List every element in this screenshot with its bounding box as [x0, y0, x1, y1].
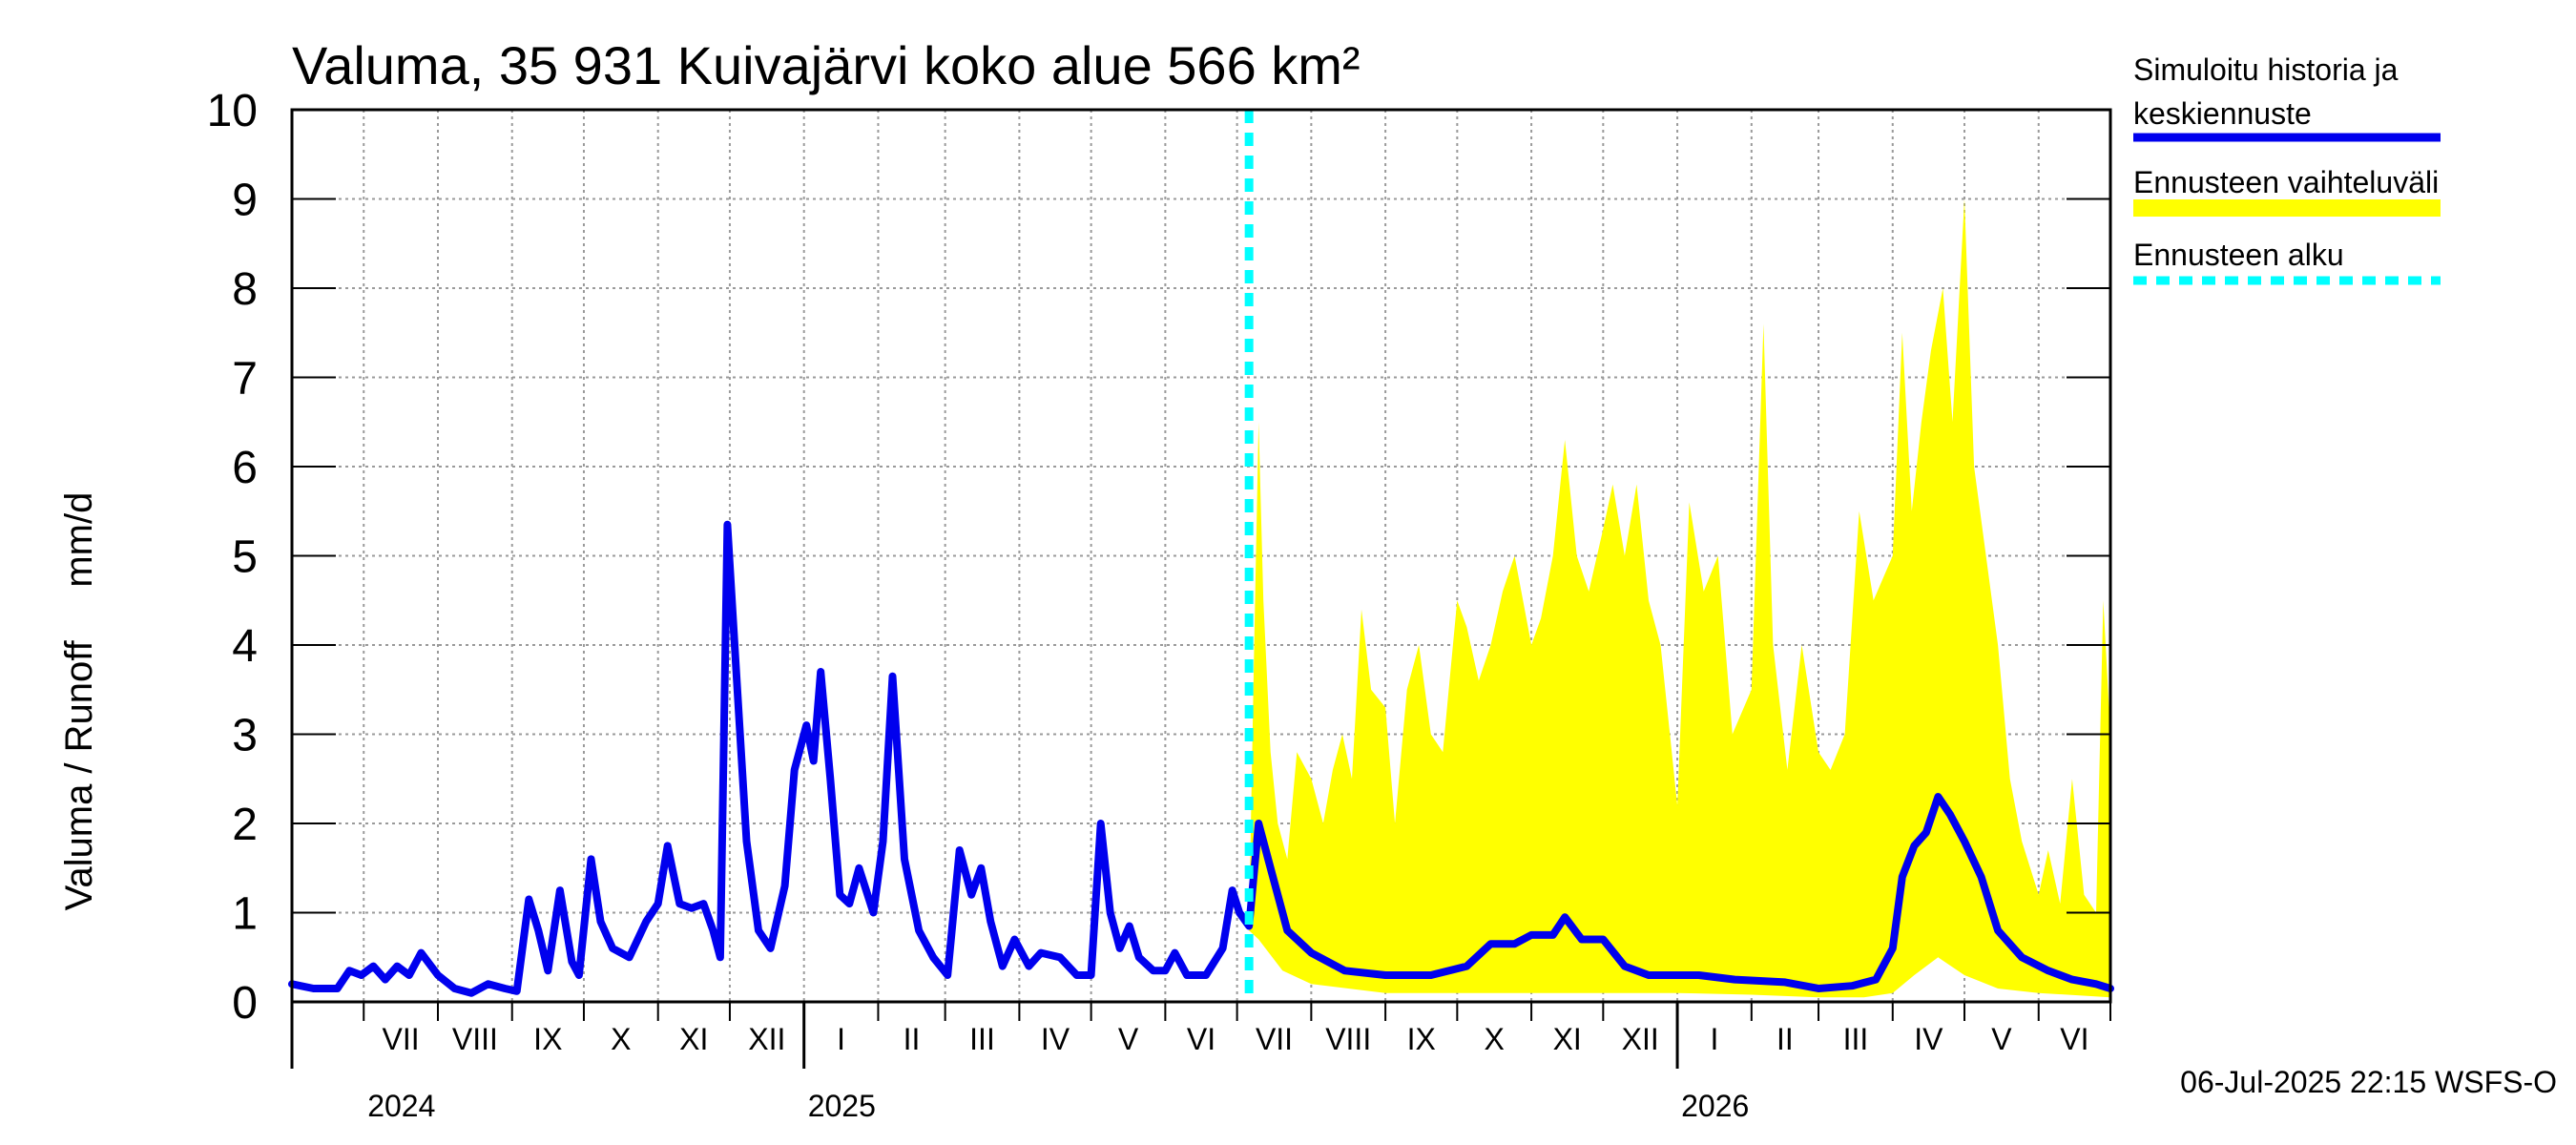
month-label: VI — [1187, 1022, 1215, 1056]
y-tick-label: 2 — [232, 800, 258, 850]
month-label: IX — [533, 1022, 562, 1056]
chart-title: Valuma, 35 931 Kuivajärvi koko alue 566 … — [292, 35, 1361, 95]
legend-label-line: Simuloitu historia ja — [2133, 52, 2399, 87]
legend: Simuloitu historia ja keskiennuste Ennuste… — [2133, 52, 2441, 285]
legend-label: Ennusteen alku — [2133, 238, 2344, 272]
y-tick-label: 10 — [207, 86, 258, 136]
legend-label: Ennusteen vaihteluväli — [2133, 165, 2439, 199]
month-label: XII — [1622, 1022, 1659, 1056]
month-label: II — [904, 1022, 921, 1056]
month-label: VIII — [452, 1022, 498, 1056]
plot-frame — [290, 108, 2112, 1004]
month-label: XI — [1553, 1022, 1582, 1056]
y-axis-label: Valuma / Runoff mm/d — [58, 492, 100, 911]
runoff-line — [288, 520, 2114, 997]
month-label: VI — [2060, 1022, 2088, 1056]
y-tick-label: 7 — [232, 354, 258, 405]
month-label: X — [1485, 1022, 1505, 1056]
month-label: V — [1991, 1022, 2012, 1056]
y-tick-label: 3 — [232, 711, 258, 761]
year-label: 2025 — [808, 1089, 876, 1123]
month-label: VII — [383, 1022, 420, 1056]
month-label: VIII — [1325, 1022, 1371, 1056]
month-label: VII — [1256, 1022, 1293, 1056]
month-label: IX — [1407, 1022, 1436, 1056]
legend-label: Simuloitu historia ja keskiennuste — [2133, 52, 2399, 131]
y-tick-label: 6 — [232, 443, 258, 493]
month-label: XI — [679, 1022, 708, 1056]
month-label: V — [1118, 1022, 1139, 1056]
month-label: I — [1710, 1022, 1718, 1056]
forecast-range-band — [1249, 198, 2110, 998]
month-label: IV — [1041, 1022, 1070, 1056]
year-label: 2024 — [367, 1089, 435, 1123]
year-label: 2026 — [1681, 1089, 1749, 1123]
y-tick-label: 8 — [232, 264, 258, 315]
month-label: XII — [748, 1022, 785, 1056]
month-label: IV — [1914, 1022, 1943, 1056]
y-tick-label: 1 — [232, 889, 258, 940]
y-tick-label: 5 — [232, 532, 258, 583]
y-tick-label: 4 — [232, 621, 258, 672]
y-tick-label: 9 — [232, 176, 258, 226]
month-label: II — [1776, 1022, 1794, 1056]
legend-label-line: keskiennuste — [2133, 96, 2312, 131]
month-label: III — [1843, 1022, 1869, 1056]
month-label: X — [611, 1022, 631, 1056]
legend-swatch-band — [2133, 199, 2441, 217]
month-label: III — [969, 1022, 995, 1056]
y-tick-label: 0 — [232, 978, 258, 1029]
timestamp: 06-Jul-2025 22:15 WSFS-O — [2180, 1065, 2557, 1099]
month-label: I — [837, 1022, 845, 1056]
forecast-range-area — [1249, 198, 2110, 998]
runoff-series-line — [288, 520, 2114, 997]
